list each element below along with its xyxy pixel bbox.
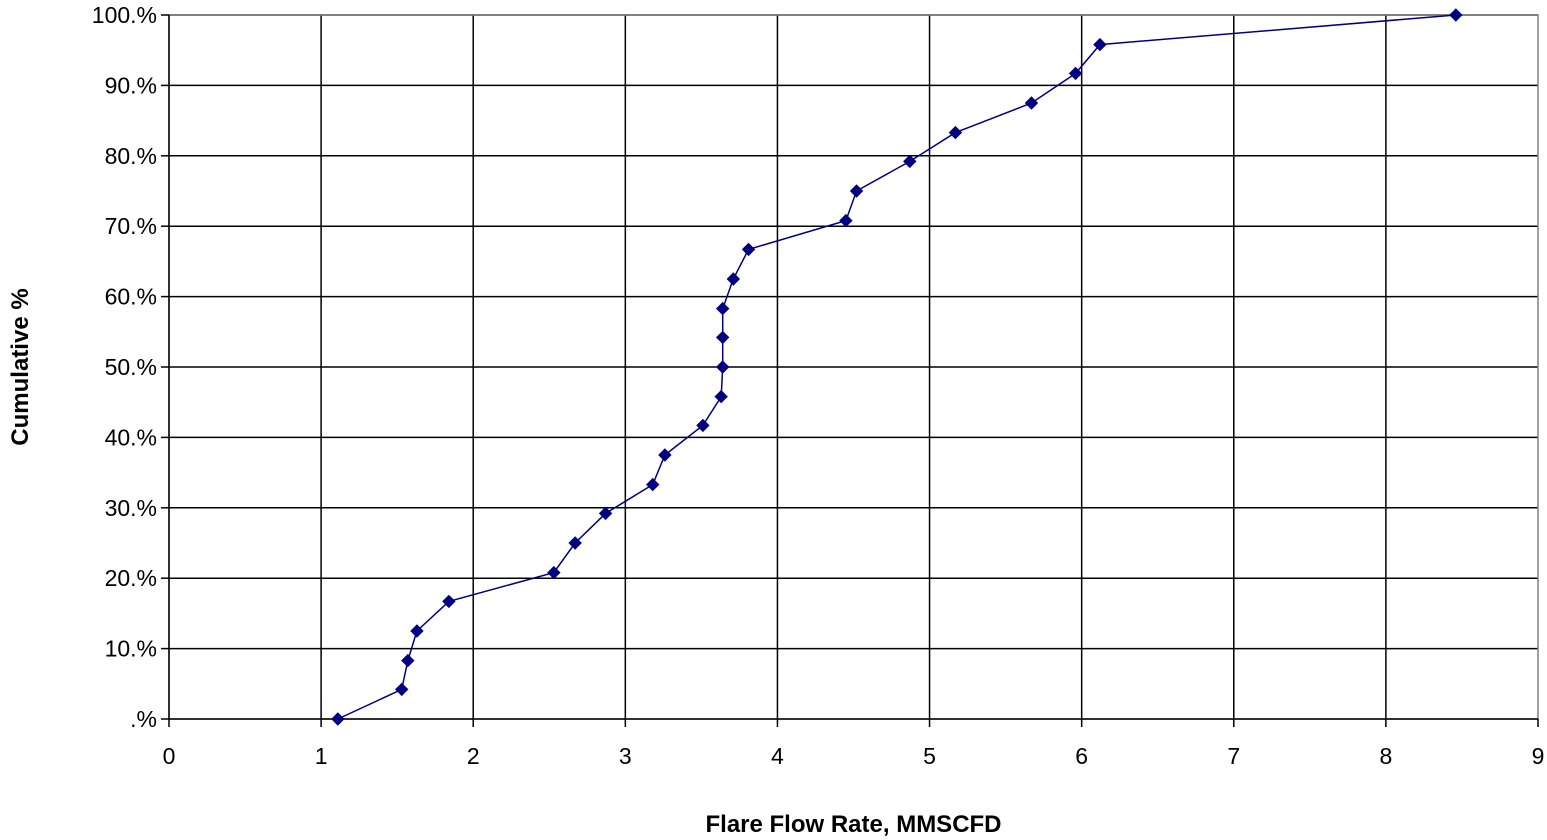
data-point-marker bbox=[715, 330, 730, 345]
data-point-marker bbox=[839, 213, 853, 228]
x-tick-label: 0 bbox=[163, 743, 176, 769]
data-point-marker bbox=[547, 565, 561, 580]
data-point-marker bbox=[410, 624, 424, 638]
x-tick-label: 1 bbox=[315, 743, 328, 769]
y-tick-label: .% bbox=[130, 706, 157, 732]
data-point-marker bbox=[646, 477, 660, 492]
data-point-marker bbox=[849, 184, 864, 198]
data-point-marker bbox=[715, 360, 730, 374]
data-point-marker bbox=[1068, 66, 1083, 81]
x-tick-label: 8 bbox=[1379, 743, 1392, 769]
x-tick-label: 7 bbox=[1227, 743, 1240, 769]
y-tick-label: 50.% bbox=[105, 354, 157, 380]
y-tick-label: 100.% bbox=[92, 2, 157, 28]
data-point-marker bbox=[714, 389, 728, 404]
data-point-marker bbox=[395, 682, 409, 697]
data-point-marker bbox=[658, 448, 672, 462]
x-tick-label: 2 bbox=[467, 743, 480, 769]
x-tick-label: 9 bbox=[1532, 743, 1545, 769]
data-point-marker bbox=[1024, 96, 1039, 110]
data-point-marker bbox=[1449, 8, 1463, 22]
y-tick-label: 30.% bbox=[105, 495, 157, 521]
y-tick-label: 60.% bbox=[105, 284, 157, 310]
axes bbox=[161, 14, 1539, 727]
x-tick-label: 3 bbox=[619, 743, 632, 769]
data-series bbox=[331, 8, 1463, 726]
data-point-marker bbox=[715, 301, 730, 316]
data-point-marker bbox=[598, 506, 613, 521]
y-tick-label: 90.% bbox=[105, 72, 157, 98]
x-axis-title: Flare Flow Rate, MMSCFD bbox=[705, 811, 1001, 838]
y-tick-label: 70.% bbox=[105, 213, 157, 239]
y-tick-label: 10.% bbox=[105, 636, 157, 662]
data-point-marker bbox=[948, 125, 963, 140]
data-point-marker bbox=[696, 418, 710, 433]
data-point-marker bbox=[331, 712, 345, 726]
data-point-marker bbox=[1093, 37, 1107, 52]
data-point-marker bbox=[741, 242, 756, 257]
data-point-marker bbox=[442, 594, 456, 609]
y-tick-label: 20.% bbox=[105, 565, 157, 591]
x-tick-label: 6 bbox=[1075, 743, 1088, 769]
y-tick-label: 40.% bbox=[105, 424, 157, 450]
y-axis-title: Cumulative % bbox=[7, 288, 34, 445]
data-point-marker bbox=[401, 653, 415, 668]
x-tick-label: 4 bbox=[771, 743, 784, 769]
data-point-marker bbox=[568, 536, 582, 550]
data-point-marker bbox=[903, 154, 917, 169]
x-tick-label: 5 bbox=[923, 743, 936, 769]
y-tick-label: 80.% bbox=[105, 143, 157, 169]
tick-labels: .%10.%20.%30.%40.%50.%60.%70.%80.%90.%10… bbox=[92, 2, 1545, 769]
data-point-marker bbox=[726, 272, 741, 286]
gridlines bbox=[169, 14, 1538, 719]
